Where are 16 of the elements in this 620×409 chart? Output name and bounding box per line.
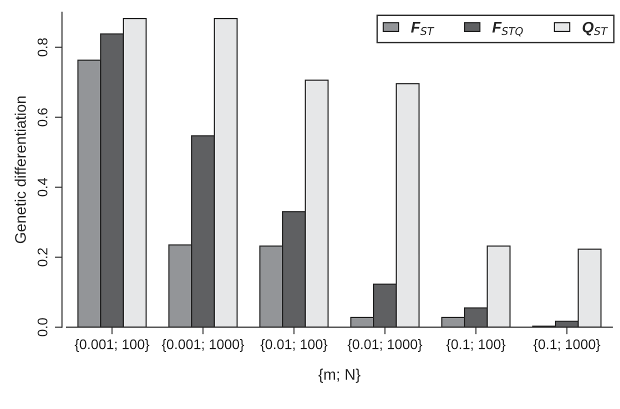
y-axis-title: Genetic differentiation <box>14 96 26 244</box>
y-tick-label: 0.4 <box>38 178 48 196</box>
y-tick-label: 0.2 <box>38 248 48 266</box>
legend-label: Q$_{ST}$ <box>582 22 608 36</box>
y-tick-label: 0.8 <box>38 38 48 56</box>
x-tick-label: {0.01; 100} <box>260 339 328 352</box>
y-tick-label: 0.6 <box>38 108 48 126</box>
x-tick-label: {0.1; 1000} <box>534 339 600 352</box>
x-tick-label: {0.01; 1000} <box>348 339 422 352</box>
legend-label: F$_{STQ}$ <box>492 22 523 36</box>
legend-label: F$_{ST}$ <box>411 22 434 36</box>
y-tick-label: 0.0 <box>38 318 48 336</box>
x-tick-label: {0.001; 1000} <box>162 339 244 352</box>
x-tick-label: {0.1; 100} <box>446 339 506 352</box>
x-tick-label: {0.001; 100} <box>74 339 150 352</box>
x-axis-title: {m; N} <box>318 368 360 383</box>
